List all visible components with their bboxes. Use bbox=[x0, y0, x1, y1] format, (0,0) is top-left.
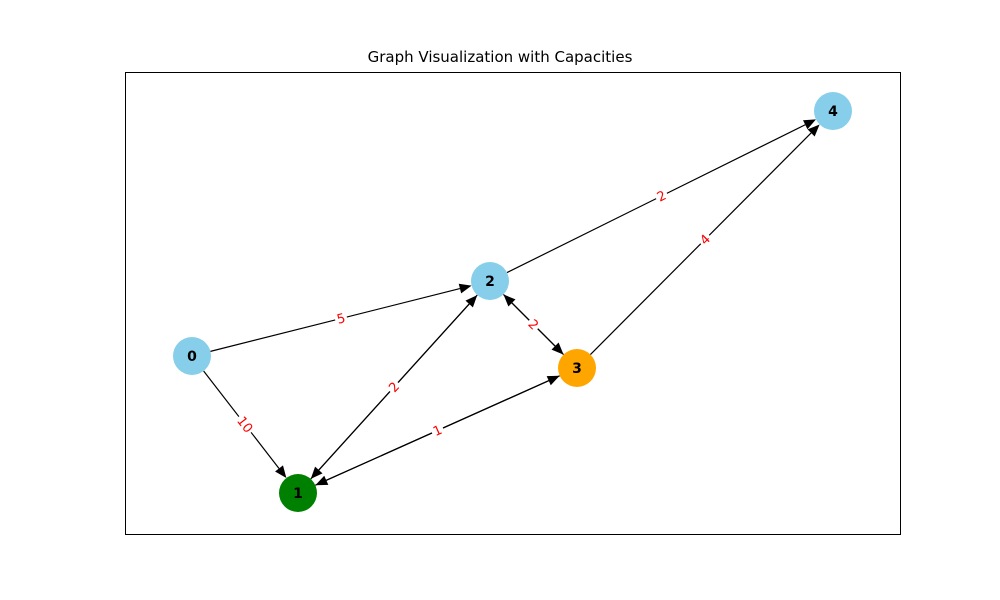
edge-label-1-3: 1 bbox=[428, 420, 447, 441]
edge-3-4 bbox=[589, 124, 820, 355]
edges-layer bbox=[203, 119, 820, 486]
node-circle bbox=[173, 337, 211, 375]
edge-label-3-4: 4 bbox=[695, 229, 715, 250]
capacity-label-bg bbox=[523, 314, 544, 335]
arrowhead-icon bbox=[310, 466, 323, 479]
capacity-label: 4 bbox=[697, 232, 713, 248]
arrowhead-icon bbox=[458, 283, 472, 294]
node-circle bbox=[471, 262, 509, 300]
arrowhead-icon bbox=[546, 375, 560, 386]
node-2: 2 bbox=[471, 262, 509, 300]
arrowhead-icon bbox=[807, 124, 820, 137]
plot-frame bbox=[125, 72, 901, 535]
node-label: 2 bbox=[485, 274, 495, 290]
edge-label-0-2: 5 bbox=[333, 309, 349, 328]
capacity-label: 2 bbox=[525, 317, 541, 333]
capacity-label-bg bbox=[232, 411, 258, 438]
edge-label-2-4: 2 bbox=[652, 186, 671, 206]
edge-label-2-3: 2 bbox=[523, 314, 544, 335]
capacity-label-bg bbox=[652, 186, 671, 206]
node-0: 0 bbox=[173, 337, 211, 375]
nodes-layer: 0 1 2 3 4 bbox=[173, 92, 852, 512]
node-label: 0 bbox=[187, 349, 197, 365]
arrowhead-icon bbox=[803, 119, 816, 130]
edge-label-0-1: 10 bbox=[232, 411, 258, 438]
arrowhead-icon bbox=[503, 294, 516, 307]
node-circle bbox=[814, 92, 852, 130]
edge-label-1-2: 2 bbox=[384, 377, 404, 397]
node-circle bbox=[558, 349, 596, 387]
node-label: 1 bbox=[293, 486, 303, 502]
arrowhead-icon bbox=[275, 465, 287, 478]
node-1: 1 bbox=[279, 474, 317, 512]
capacity-label: 5 bbox=[335, 311, 347, 328]
node-label: 4 bbox=[828, 104, 838, 120]
chart-title: Graph Visualization with Capacities bbox=[367, 48, 633, 66]
node-label: 3 bbox=[572, 361, 582, 377]
node-3: 3 bbox=[558, 349, 596, 387]
capacity-label-bg bbox=[384, 377, 404, 397]
capacity-label-bg bbox=[695, 229, 715, 250]
node-4: 4 bbox=[814, 92, 852, 130]
node-circle bbox=[279, 474, 317, 512]
edge-line bbox=[589, 132, 812, 355]
capacity-label-bg bbox=[333, 309, 349, 328]
arrowhead-icon bbox=[315, 475, 329, 486]
edge-labels-layer: 5 10 2 1 2 2 4 bbox=[232, 186, 715, 441]
capacity-label-bg bbox=[428, 420, 447, 441]
